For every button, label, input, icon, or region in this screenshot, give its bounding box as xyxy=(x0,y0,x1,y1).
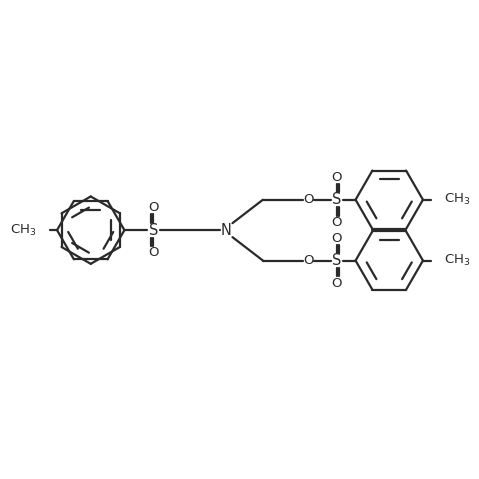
Text: CH$_3$: CH$_3$ xyxy=(444,192,470,207)
Text: O: O xyxy=(304,254,314,267)
Text: S: S xyxy=(332,192,342,207)
Text: S: S xyxy=(332,253,342,268)
Text: CH$_3$: CH$_3$ xyxy=(10,223,36,238)
Text: O: O xyxy=(331,276,342,289)
Text: O: O xyxy=(331,171,342,184)
Text: S: S xyxy=(149,223,158,238)
Text: CH$_3$: CH$_3$ xyxy=(444,253,470,268)
Text: N: N xyxy=(221,223,232,238)
Text: O: O xyxy=(304,193,314,206)
Text: O: O xyxy=(331,231,342,245)
Text: O: O xyxy=(331,216,342,228)
Text: O: O xyxy=(148,246,159,259)
Text: O: O xyxy=(148,201,159,214)
